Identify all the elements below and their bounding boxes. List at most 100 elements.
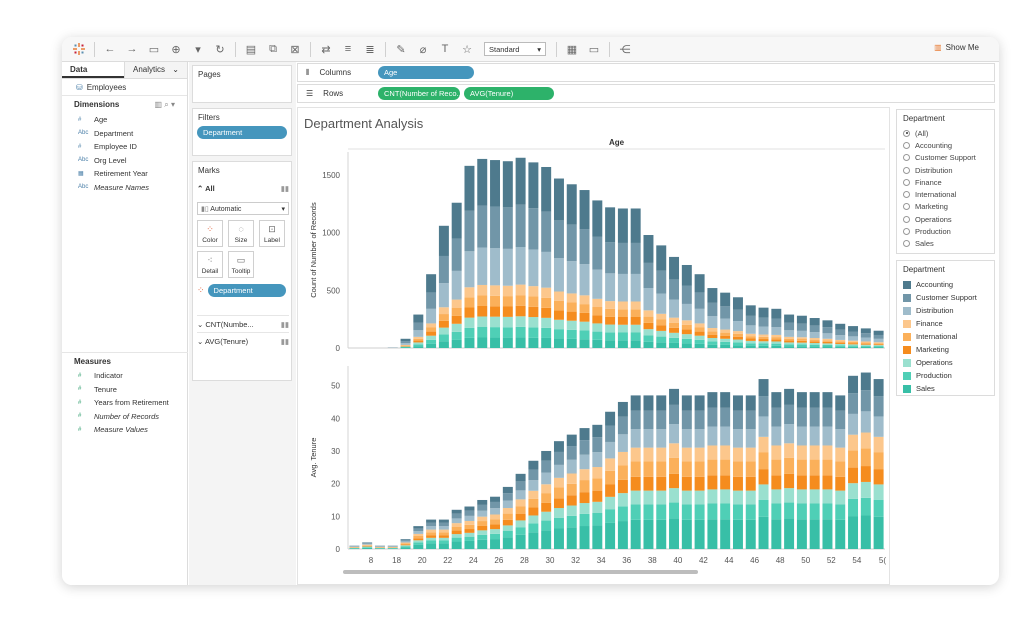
legend-item[interactable]: Finance xyxy=(897,317,994,330)
dimension-field[interactable]: Abc Measure Names xyxy=(62,181,187,195)
radio-button[interactable] xyxy=(903,240,910,248)
filter-option[interactable]: Finance xyxy=(897,176,994,188)
color-button[interactable]: ⁘ Color xyxy=(197,220,223,247)
save-icon[interactable]: ▭ xyxy=(148,43,160,56)
legend-item[interactable]: Accounting xyxy=(897,278,994,291)
sort-ascending-icon[interactable]: ≡ xyxy=(344,43,352,55)
measure-field[interactable]: # Years from Retirement xyxy=(62,396,188,410)
radio-button[interactable] xyxy=(903,154,910,162)
mark-type-select[interactable]: ▮▯ Automatic ▾ xyxy=(197,202,289,215)
show-cards-icon[interactable]: ▦ xyxy=(566,43,578,56)
legend-item[interactable]: International xyxy=(897,330,994,343)
paste-datasource-icon[interactable]: ▾ xyxy=(195,43,201,56)
sort-descending-icon[interactable]: ≣ xyxy=(365,43,375,56)
rows-shelf[interactable]: ☰ Rows CNT(Number of Reco.. AVG(Tenure) xyxy=(297,84,995,103)
filter-option[interactable]: Distribution xyxy=(897,164,994,176)
bar-segment xyxy=(528,317,539,328)
duplicate-sheet-icon[interactable]: ⧉ xyxy=(269,42,277,55)
bar-segment xyxy=(656,342,667,348)
filter-option[interactable]: Accounting xyxy=(897,139,994,151)
legend-item[interactable]: Distribution xyxy=(897,304,994,317)
dimension-field[interactable]: ▦ Retirement Year xyxy=(62,167,187,181)
filter-option-label: Sales xyxy=(915,239,934,249)
radio-button[interactable] xyxy=(903,215,910,223)
pin-axes-icon[interactable]: ☆ xyxy=(462,43,472,56)
fit-select[interactable]: Standard ▾ xyxy=(484,42,546,56)
filters-card[interactable]: Filters Department xyxy=(192,108,292,156)
rows-pill-count[interactable]: CNT(Number of Reco.. xyxy=(378,87,460,100)
filter-option[interactable]: International xyxy=(897,188,994,200)
bar-segment xyxy=(694,327,705,332)
filter-option[interactable]: (All) xyxy=(897,127,994,139)
presentation-mode-icon[interactable]: ▭ xyxy=(588,43,600,56)
measure-field[interactable]: # Tenure xyxy=(62,383,188,397)
filter-option[interactable]: Production xyxy=(897,225,994,237)
tooltip-button[interactable]: ▭ Tooltip xyxy=(228,251,254,278)
pages-card[interactable]: Pages xyxy=(192,65,292,103)
show-me-button[interactable]: ▥ Show Me xyxy=(934,43,979,52)
bar-segment xyxy=(617,340,628,348)
group-icon[interactable]: ⌀ xyxy=(419,43,427,56)
legend-item[interactable]: Sales xyxy=(897,382,994,395)
legend-item[interactable]: Operations xyxy=(897,356,994,369)
text-label-icon[interactable]: T xyxy=(441,43,449,55)
radio-button[interactable] xyxy=(903,129,910,137)
dimension-field[interactable]: # Employee ID xyxy=(62,140,187,154)
filter-option[interactable]: Marketing xyxy=(897,201,994,213)
bar-segment xyxy=(592,236,603,270)
marks-all-row[interactable]: ⌃ All ▮▮ xyxy=(197,184,289,193)
new-worksheet-icon[interactable]: ▤ xyxy=(245,43,257,56)
columns-pill-age[interactable]: Age xyxy=(378,66,474,79)
label-label: Label xyxy=(264,237,280,244)
filter-pill-department[interactable]: Department xyxy=(197,126,287,139)
share-icon[interactable]: ⋲ xyxy=(619,43,631,56)
radio-button[interactable] xyxy=(903,228,910,236)
bar-segment xyxy=(426,327,437,332)
filter-option[interactable]: Sales xyxy=(897,238,994,250)
bar-segment xyxy=(413,538,424,541)
legend-item[interactable]: Production xyxy=(897,369,994,382)
swap-rows-columns-icon[interactable]: ⇄ xyxy=(321,43,331,56)
bar-segment xyxy=(745,345,756,348)
marks-sub-card-count[interactable]: ⌄ CNT(Numbe... ▮▮ xyxy=(197,315,289,329)
radio-button[interactable] xyxy=(903,203,910,211)
dimension-field[interactable]: # Age xyxy=(62,113,187,127)
redo-icon[interactable]: → xyxy=(126,43,138,55)
columns-shelf[interactable]: ⦀ Columns Age xyxy=(297,63,995,82)
radio-button[interactable] xyxy=(903,141,910,149)
measure-field[interactable]: # Measure Values xyxy=(62,423,188,437)
label-button[interactable]: ⊡ Label xyxy=(259,220,285,247)
refresh-icon[interactable]: ↻ xyxy=(215,43,225,56)
color-pill-department[interactable]: Department xyxy=(207,284,286,297)
dimensions-tools-icon[interactable]: ▥ ⌕ ▾ xyxy=(154,100,176,109)
tableau-logo-icon[interactable] xyxy=(72,42,86,56)
dimension-field[interactable]: Abc Org Level xyxy=(62,154,187,168)
detail-button[interactable]: ⁖ Detail xyxy=(197,251,223,278)
measure-field[interactable]: # Number of Records xyxy=(62,410,188,424)
legend-item[interactable]: Customer Support xyxy=(897,291,994,304)
marks-sub-card-tenure[interactable]: ⌄ AVG(Tenure) ▮▮ xyxy=(197,332,289,346)
new-datasource-icon[interactable]: ⊕ xyxy=(171,43,181,56)
bar-segment xyxy=(528,480,539,491)
radio-button[interactable] xyxy=(903,191,910,199)
dimensions-header: Dimensions ▥ ⌕ ▾ xyxy=(62,96,187,113)
bar-segment xyxy=(732,461,743,477)
radio-button[interactable] xyxy=(903,166,910,174)
radio-button[interactable] xyxy=(903,178,910,186)
filter-option[interactable]: Operations xyxy=(897,213,994,225)
measure-field[interactable]: # Indicator xyxy=(62,369,188,383)
legend-item[interactable]: Marketing xyxy=(897,343,994,356)
bar-segment xyxy=(707,426,718,446)
undo-icon[interactable]: ← xyxy=(104,43,116,55)
tab-data[interactable]: Data xyxy=(62,62,124,78)
clear-sheet-icon[interactable]: ⊠ xyxy=(290,43,300,56)
filter-option[interactable]: Customer Support xyxy=(897,152,994,164)
datasource-item[interactable]: ⛁ Employees xyxy=(62,79,187,96)
bar-segment xyxy=(451,307,462,316)
bar-segment xyxy=(464,287,475,298)
rows-pill-tenure[interactable]: AVG(Tenure) xyxy=(464,87,554,100)
highlight-icon[interactable]: ✎ xyxy=(396,43,406,56)
size-button[interactable]: ◌ Size xyxy=(228,220,254,247)
dimension-field[interactable]: Abc Department xyxy=(62,127,187,141)
tab-analytics[interactable]: Analytics ⌄ xyxy=(124,62,187,78)
